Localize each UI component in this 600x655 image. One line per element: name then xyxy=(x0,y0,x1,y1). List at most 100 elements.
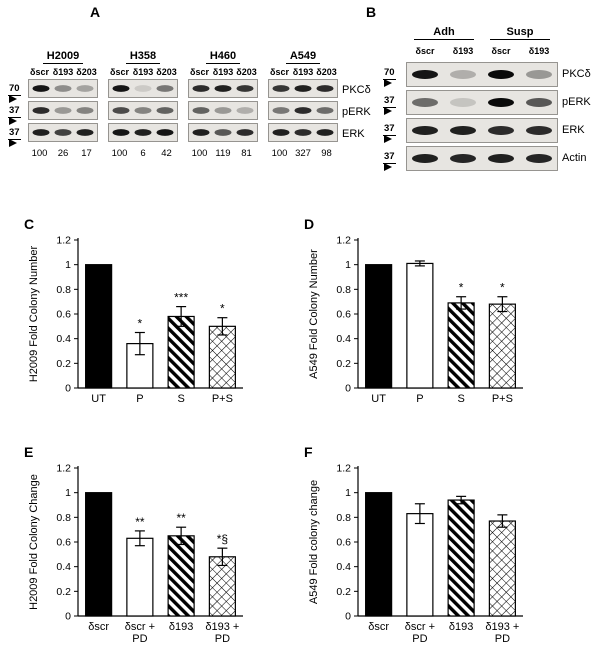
blot-A549: A549 δscr δ193 δ203 100 327 98 xyxy=(268,50,338,159)
protein-band xyxy=(488,126,514,135)
quant-values: 100 26 17 xyxy=(28,148,98,159)
y-tick-label: 0.6 xyxy=(56,537,71,549)
protein-band xyxy=(112,85,130,92)
blot-H358: H358 δscr δ193 δ203 100 6 42 xyxy=(108,50,178,159)
quant-value: 6 xyxy=(140,148,146,159)
significance-label: * xyxy=(459,281,464,295)
y-tick-label: 0 xyxy=(345,383,351,395)
panel-label-e: E xyxy=(24,444,34,460)
y-tick-label: 1.2 xyxy=(56,235,71,247)
x-category-label: P+S xyxy=(212,393,233,405)
significance-label: *** xyxy=(174,291,188,305)
quant-value: 327 xyxy=(295,148,311,159)
quant-value: 100 xyxy=(271,148,288,159)
lane-label: δ193 xyxy=(292,67,314,77)
significance-label: ** xyxy=(176,511,186,525)
protein-band xyxy=(112,107,130,114)
cell-line-label: H2009 xyxy=(42,50,84,64)
lane-label: δ203 xyxy=(316,67,337,77)
protein-band xyxy=(450,98,476,107)
protein-band xyxy=(214,129,232,136)
x-category-label: PD xyxy=(132,633,147,645)
quant-value: 119 xyxy=(215,148,231,159)
x-category-label: S xyxy=(457,393,464,405)
protein-band xyxy=(526,154,552,163)
lane-label: δscr xyxy=(270,67,289,77)
protein-band xyxy=(316,107,334,114)
protein-band xyxy=(272,129,290,136)
protein-band xyxy=(32,85,50,92)
blot-strips xyxy=(268,79,338,142)
lane-labels: δscr δ193 δ203 xyxy=(268,67,338,77)
quant-value: 100 xyxy=(111,148,128,159)
significance-label: *§ xyxy=(217,532,228,546)
blot-a-row-label-pkcdelta: PKCδ xyxy=(342,84,371,96)
x-category-label: δscr + xyxy=(125,621,155,633)
protein-band xyxy=(526,98,552,107)
protein-band xyxy=(316,85,334,92)
y-tick-label: 0.6 xyxy=(336,537,351,549)
x-category-label: δ193 xyxy=(169,621,193,633)
bar-δ193 xyxy=(447,499,475,617)
blot-strip xyxy=(28,101,98,120)
protein-band xyxy=(192,85,210,92)
mw-arrow-icon xyxy=(9,95,17,103)
y-axis-label: H2009 Fold Colony Change xyxy=(28,474,40,610)
mw-arrow-icon xyxy=(384,79,392,87)
protein-band xyxy=(192,107,210,114)
chart-c: 0 0.2 0.4 0.6 0.8 1 1.2 H2009 Fold Colony Numbe… xyxy=(28,235,243,405)
x-category-label: δ193 + xyxy=(485,621,519,633)
y-tick-label: 1.2 xyxy=(56,463,71,475)
y-tick-label: 0.8 xyxy=(56,284,71,296)
blot-strip xyxy=(188,101,258,120)
lane-label: δ203 xyxy=(236,67,257,77)
lane-label: δ193 xyxy=(528,46,550,56)
bar-S xyxy=(167,315,195,389)
protein-band xyxy=(412,98,438,107)
y-tick-label: 0 xyxy=(345,611,351,623)
protein-band xyxy=(214,107,232,114)
protein-band xyxy=(192,129,210,136)
bar-δ193 +PD xyxy=(488,520,516,617)
lane-label: δ193 xyxy=(132,67,154,77)
protein-band xyxy=(76,129,94,136)
protein-band xyxy=(134,129,152,136)
lane-label: δ203 xyxy=(156,67,177,77)
protein-band xyxy=(272,107,290,114)
bar-P xyxy=(406,262,434,389)
lane-labels: δscr δ193 δ203 xyxy=(108,67,178,77)
cell-line-label: A549 xyxy=(285,50,321,64)
y-tick-label: 1.2 xyxy=(336,235,351,247)
protein-band xyxy=(488,98,514,107)
blot-H460: H460 δscr δ193 δ203 100 119 81 xyxy=(188,50,258,159)
blot-b-row-label-pkcdelta: PKCδ xyxy=(562,68,591,80)
x-category-label: P+S xyxy=(492,393,513,405)
y-tick-label: 1.2 xyxy=(336,463,351,475)
x-category-label: UT xyxy=(91,393,106,405)
x-category-label: P xyxy=(136,393,143,405)
mw-arrow-icon xyxy=(384,107,392,115)
bar-δ193 xyxy=(167,535,195,617)
x-category-label: δ193 xyxy=(449,621,473,633)
y-tick-label: 0.2 xyxy=(336,358,351,370)
protein-band xyxy=(450,154,476,163)
protein-band xyxy=(526,126,552,135)
blot-strips xyxy=(188,79,258,142)
lane-label: δscr xyxy=(415,46,435,56)
y-tick-label: 0 xyxy=(65,383,71,395)
protein-band xyxy=(54,85,72,92)
cell-line-label: H358 xyxy=(125,50,161,64)
y-tick-label: 0.8 xyxy=(336,512,351,524)
panel-label-c: C xyxy=(24,216,35,232)
protein-band xyxy=(54,107,72,114)
protein-band xyxy=(236,85,254,92)
protein-band xyxy=(32,107,50,114)
chart-d: 0 0.2 0.4 0.6 0.8 1 1.2 A549 Fold Colony Number… xyxy=(308,235,523,405)
panel-label-d: D xyxy=(304,216,315,232)
protein-band xyxy=(156,85,174,92)
y-tick-label: 1 xyxy=(65,487,71,499)
x-category-label: UT xyxy=(371,393,386,405)
panel-label-f: F xyxy=(304,444,313,460)
y-axis-label: A549 Fold Colony Number xyxy=(308,249,320,379)
